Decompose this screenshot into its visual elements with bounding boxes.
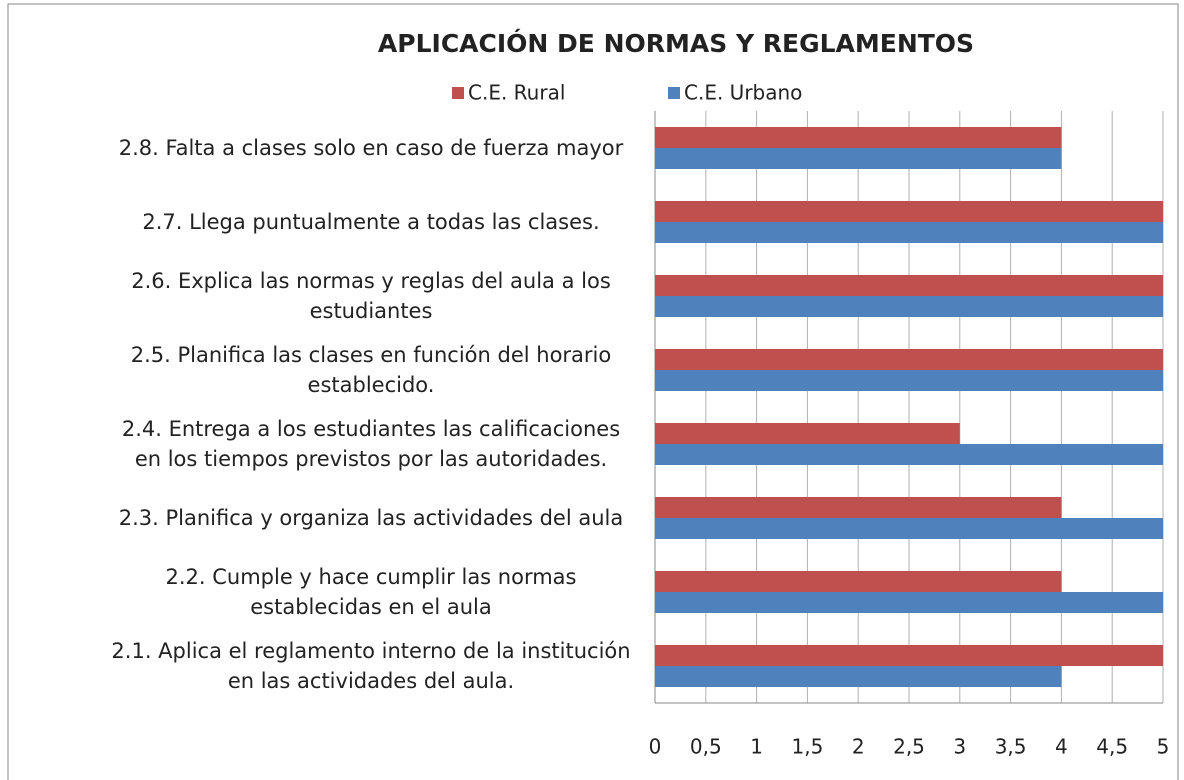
bar bbox=[655, 518, 1163, 539]
bar bbox=[655, 222, 1163, 243]
x-tick-label: 0 bbox=[649, 735, 662, 759]
y-tick-label: 2.3. Planifica y organiza las actividade… bbox=[118, 506, 624, 530]
x-tick-label: 5 bbox=[1157, 735, 1170, 759]
legend-swatch bbox=[668, 87, 680, 99]
legend-label: C.E. Rural bbox=[468, 81, 565, 105]
bar bbox=[655, 349, 1163, 370]
x-tick-label: 2 bbox=[852, 735, 865, 759]
bar bbox=[655, 296, 1163, 317]
bar bbox=[655, 275, 1163, 296]
bar bbox=[655, 201, 1163, 222]
frame bbox=[7, 3, 1179, 780]
bar bbox=[655, 444, 1163, 465]
bar bbox=[655, 148, 1062, 169]
legend-swatch bbox=[452, 87, 464, 99]
x-tick-label: 2,5 bbox=[893, 735, 925, 759]
y-tick-label: 2.7. Llega puntualmente a todas las clas… bbox=[142, 210, 600, 234]
bar bbox=[655, 497, 1062, 518]
y-tick-label: 2.5. Planifica las clases en función del… bbox=[130, 343, 612, 397]
bar bbox=[655, 666, 1062, 687]
y-tick-label: 2.8. Falta a clases solo en caso de fuer… bbox=[118, 136, 624, 160]
y-tick-label: 2.1. Aplica el reglamento interno de la … bbox=[111, 639, 631, 693]
x-tick-label: 3,5 bbox=[995, 735, 1027, 759]
chart-title: APLICACIÓN DE NORMAS Y REGLAMENTOS bbox=[378, 28, 974, 58]
x-tick-label: 4 bbox=[1055, 735, 1068, 759]
y-tick-label: 2.2. Cumple y hace cumplir las normas es… bbox=[165, 565, 577, 619]
bar bbox=[655, 423, 960, 444]
x-tick-label: 1 bbox=[750, 735, 763, 759]
x-tick-label: 4,5 bbox=[1096, 735, 1128, 759]
bar bbox=[655, 370, 1163, 391]
bar bbox=[655, 645, 1163, 666]
x-tick-label: 0,5 bbox=[690, 735, 722, 759]
x-tick-label: 1,5 bbox=[791, 735, 823, 759]
y-tick-label: 2.6. Explica las normas y reglas del aul… bbox=[131, 269, 611, 323]
bar bbox=[655, 592, 1163, 613]
bar bbox=[655, 127, 1062, 148]
y-tick-label: 2.4. Entrega a los estudiantes las calif… bbox=[121, 417, 621, 471]
legend-label: C.E. Urbano bbox=[684, 81, 802, 105]
bar bbox=[655, 571, 1062, 592]
x-tick-label: 3 bbox=[953, 735, 966, 759]
